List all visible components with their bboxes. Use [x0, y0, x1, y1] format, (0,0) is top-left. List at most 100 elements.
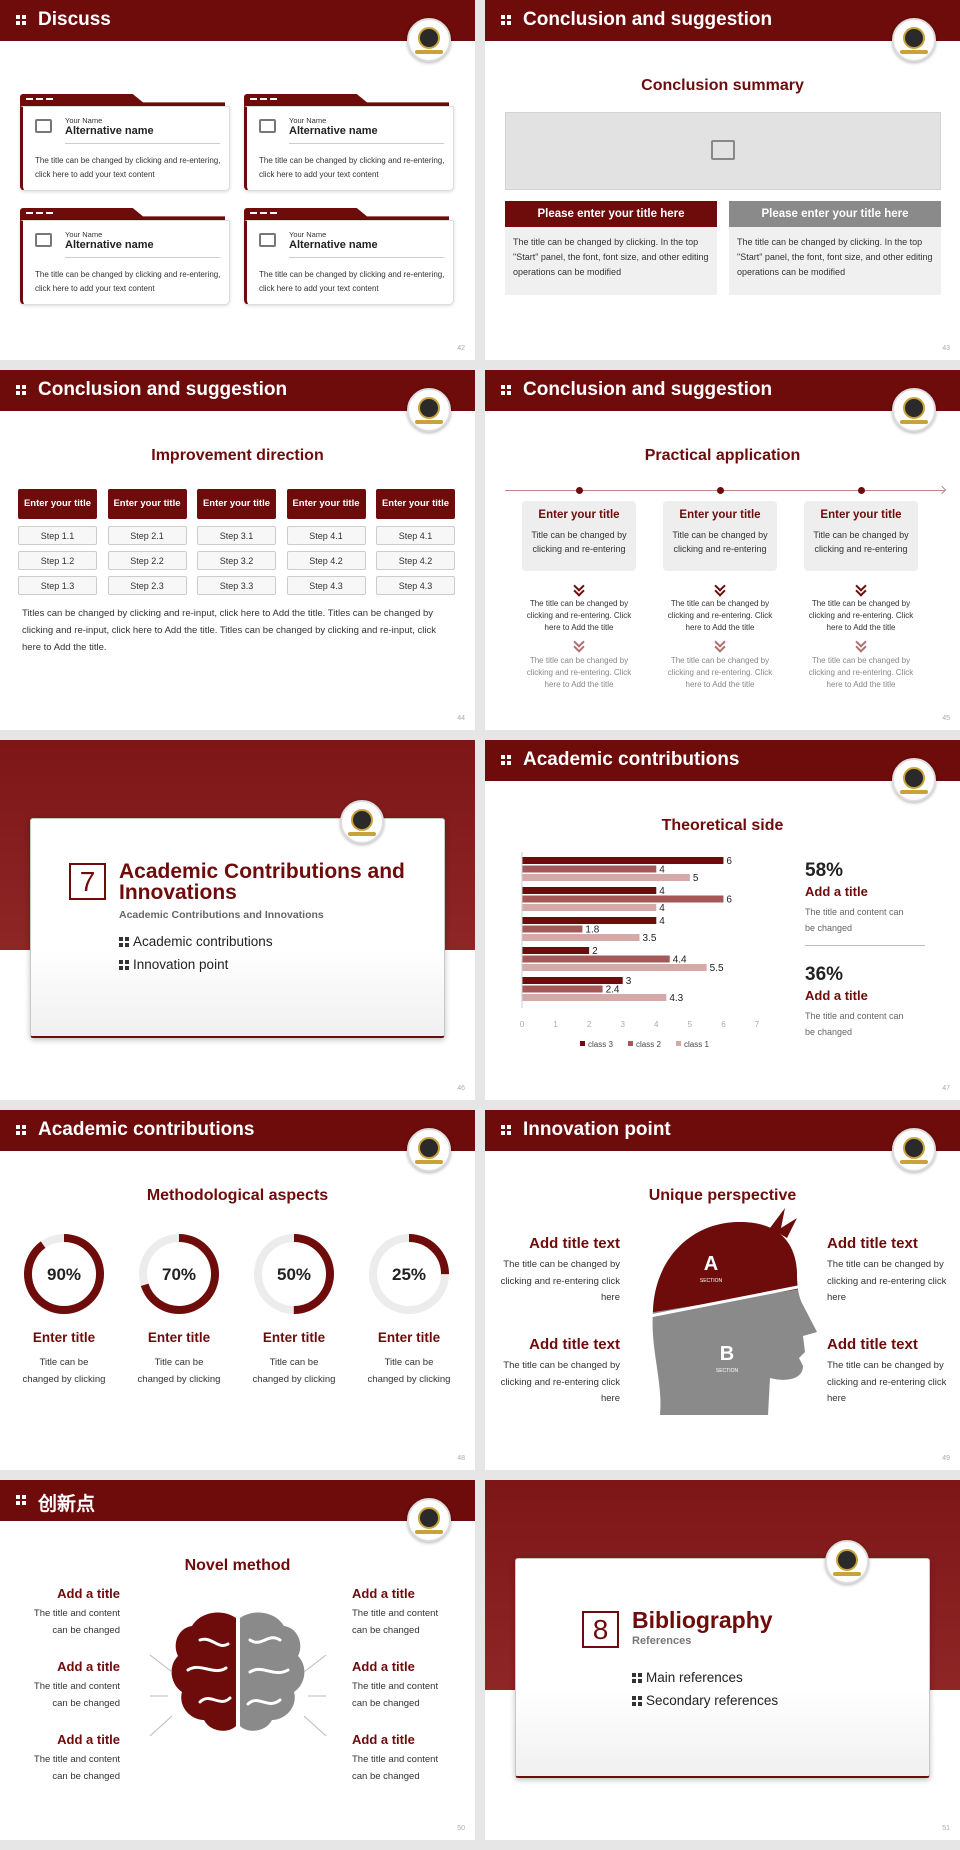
x-tick-label: 5 — [688, 1020, 693, 1029]
ring-label: 25% — [392, 1265, 426, 1284]
bullet-icon — [638, 1673, 642, 1677]
timeline-dot — [858, 487, 865, 494]
item-title: Add title text — [827, 1336, 918, 1353]
card: Your Name Alternative name The title can b… — [20, 220, 230, 305]
bar — [522, 895, 724, 903]
slide: Academic contributions Theoretical side 6 4… — [485, 740, 960, 1100]
item-title: Add title text — [827, 1235, 918, 1252]
step-box: Step 3.2 — [197, 551, 276, 570]
slide: Conclusion and suggestion Practical appli… — [485, 370, 960, 730]
item-text: The title and content can be changed — [33, 1681, 120, 1709]
data-label: 4.4 — [673, 955, 687, 966]
bar — [522, 917, 657, 924]
slide: Academic contributions Methodological asp… — [0, 1110, 475, 1470]
header-bar — [0, 370, 475, 411]
x-tick-label: 3 — [620, 1020, 625, 1029]
card-label: Your Name — [289, 230, 327, 239]
page-number: 45 — [942, 715, 950, 722]
header-bar — [485, 370, 960, 411]
legend-swatch — [580, 1041, 585, 1046]
bullet-icon — [16, 1125, 20, 1129]
tab-dash — [260, 98, 267, 100]
legend-label: class 2 — [636, 1040, 661, 1049]
card-name: Alternative name — [289, 239, 378, 251]
bar — [522, 955, 670, 963]
divider — [805, 945, 925, 946]
x-tick-label: 0 — [520, 1020, 525, 1029]
image-icon — [35, 119, 52, 133]
data-label: 6 — [726, 895, 732, 906]
section-heading: Methodological aspects — [146, 1187, 329, 1204]
x-tick-label: 7 — [755, 1020, 760, 1029]
card-name: Alternative name — [65, 125, 154, 137]
section-heading: Conclusion summary — [641, 77, 804, 94]
logo — [892, 758, 936, 802]
graphic: 90% 70% 50% 25% — [24, 1234, 449, 1314]
info-box: Enter your title Title can be changed by … — [522, 501, 636, 571]
stat-value: 36% — [805, 964, 844, 985]
bullet-icon — [22, 1125, 26, 1129]
bar — [522, 934, 640, 941]
logo-inner — [351, 809, 373, 831]
bar — [522, 865, 657, 873]
step-text: The title can be changed by clicking and… — [526, 599, 632, 632]
ring-title: Enter title — [262, 1330, 326, 1345]
logo — [407, 18, 451, 62]
ring-title: Enter title — [147, 1330, 211, 1345]
section-heading: Novel method — [184, 1557, 291, 1574]
header-bar — [0, 1110, 475, 1151]
bar — [522, 887, 657, 894]
page-number: 42 — [457, 345, 465, 352]
tab-dash — [26, 98, 33, 100]
data-label: 2.4 — [606, 985, 620, 996]
legend-label: class 3 — [588, 1040, 613, 1049]
image-icon — [711, 140, 735, 160]
step-box: Step 4.3 — [286, 576, 366, 595]
bullet-icon — [507, 761, 511, 765]
card-text: The title can be changed by clicking and… — [35, 156, 221, 179]
ring-text: Title can be changed by clicking — [137, 1357, 221, 1385]
ring-arc — [24, 1234, 104, 1314]
page-number: 46 — [457, 1085, 465, 1092]
data-label: 5 — [693, 873, 699, 884]
section-subtitle: Academic Contributions and Innovations — [119, 909, 324, 921]
bar — [522, 964, 707, 971]
logo — [407, 1498, 451, 1542]
slide: 7 Academic Contributions and Innovations A… — [0, 740, 475, 1100]
image-icon — [35, 233, 52, 247]
bullet-icon — [119, 937, 123, 941]
page-number: 49 — [942, 1455, 950, 1462]
data-label: 4 — [659, 903, 665, 914]
stat-title: Add a title — [805, 988, 868, 1003]
step-box: Step 4.3 — [376, 576, 455, 595]
column-title: Enter your title — [286, 489, 366, 519]
logo-inner — [418, 27, 440, 49]
step-box: Step 1.1 — [18, 526, 97, 545]
number-box: 7 — [69, 863, 106, 900]
step-box: Step 2.1 — [107, 526, 187, 545]
ring-arc — [254, 1234, 334, 1314]
legend-swatch — [676, 1041, 681, 1046]
card-text: The title can be changed by clicking and… — [35, 270, 221, 293]
logo-book — [415, 1530, 443, 1534]
ring-title: Enter title — [32, 1330, 96, 1345]
legend-swatch — [628, 1041, 633, 1046]
card-text: The title can be changed by clicking and… — [259, 156, 445, 179]
tab-dash — [26, 212, 33, 214]
ring-arc — [139, 1234, 219, 1314]
bar — [522, 874, 690, 881]
step-box: Step 4.2 — [286, 551, 366, 570]
data-label: 4 — [659, 865, 665, 876]
box-subtitle: Title can be changed by clicking and re-… — [672, 530, 768, 554]
stat-title: Add a title — [805, 884, 868, 899]
connector — [303, 1715, 327, 1737]
bar — [522, 977, 623, 984]
bullet-icon — [507, 391, 511, 395]
hair — [770, 1208, 797, 1238]
bullet-icon — [22, 15, 26, 19]
timeline-arrow — [937, 485, 947, 495]
slide: Innovation point Unique perspective A SECTI… — [485, 1110, 960, 1470]
bar — [522, 857, 724, 864]
slide-title: Conclusion and suggestion — [38, 379, 288, 400]
tab-dash — [260, 212, 267, 214]
